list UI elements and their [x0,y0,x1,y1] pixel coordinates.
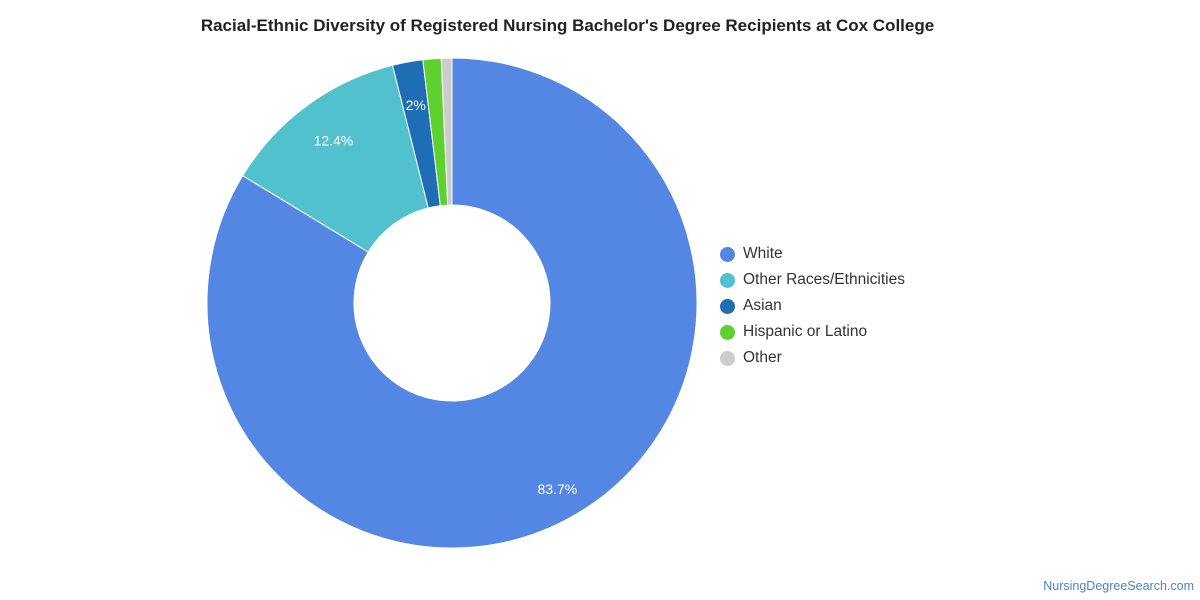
legend-label: Other Races/Ethnicities [743,271,905,288]
legend-item[interactable]: White [720,241,905,267]
legend-item[interactable]: Other [720,345,905,371]
slice-label: 12.4% [314,133,354,149]
chart-legend: White Other Races/Ethnicities Asian Hisp… [720,241,905,371]
slice-label: 83.7% [537,481,577,497]
legend-item[interactable]: Asian [720,293,905,319]
legend-swatch [720,350,735,366]
legend-swatch [720,272,735,288]
legend-swatch [720,298,735,314]
slice-label: 2% [406,97,426,113]
chart-title: Racial-Ethnic Diversity of Registered Nu… [200,16,935,35]
legend-label: White [743,245,783,262]
legend-swatch [720,246,735,262]
pie-slice[interactable] [440,57,453,206]
pie-slice[interactable] [206,57,698,549]
legend-item[interactable]: Hispanic or Latino [720,319,905,345]
legend-label: Hispanic or Latino [743,323,868,340]
source-watermark[interactable]: NursingDegreeSearch.com [1043,579,1194,593]
legend-item[interactable]: Other Races/Ethnicities [720,267,905,293]
legend-swatch [720,324,735,340]
legend-label: Asian [743,297,782,314]
pie-slice[interactable] [242,64,429,253]
legend-label: Other [743,349,782,366]
